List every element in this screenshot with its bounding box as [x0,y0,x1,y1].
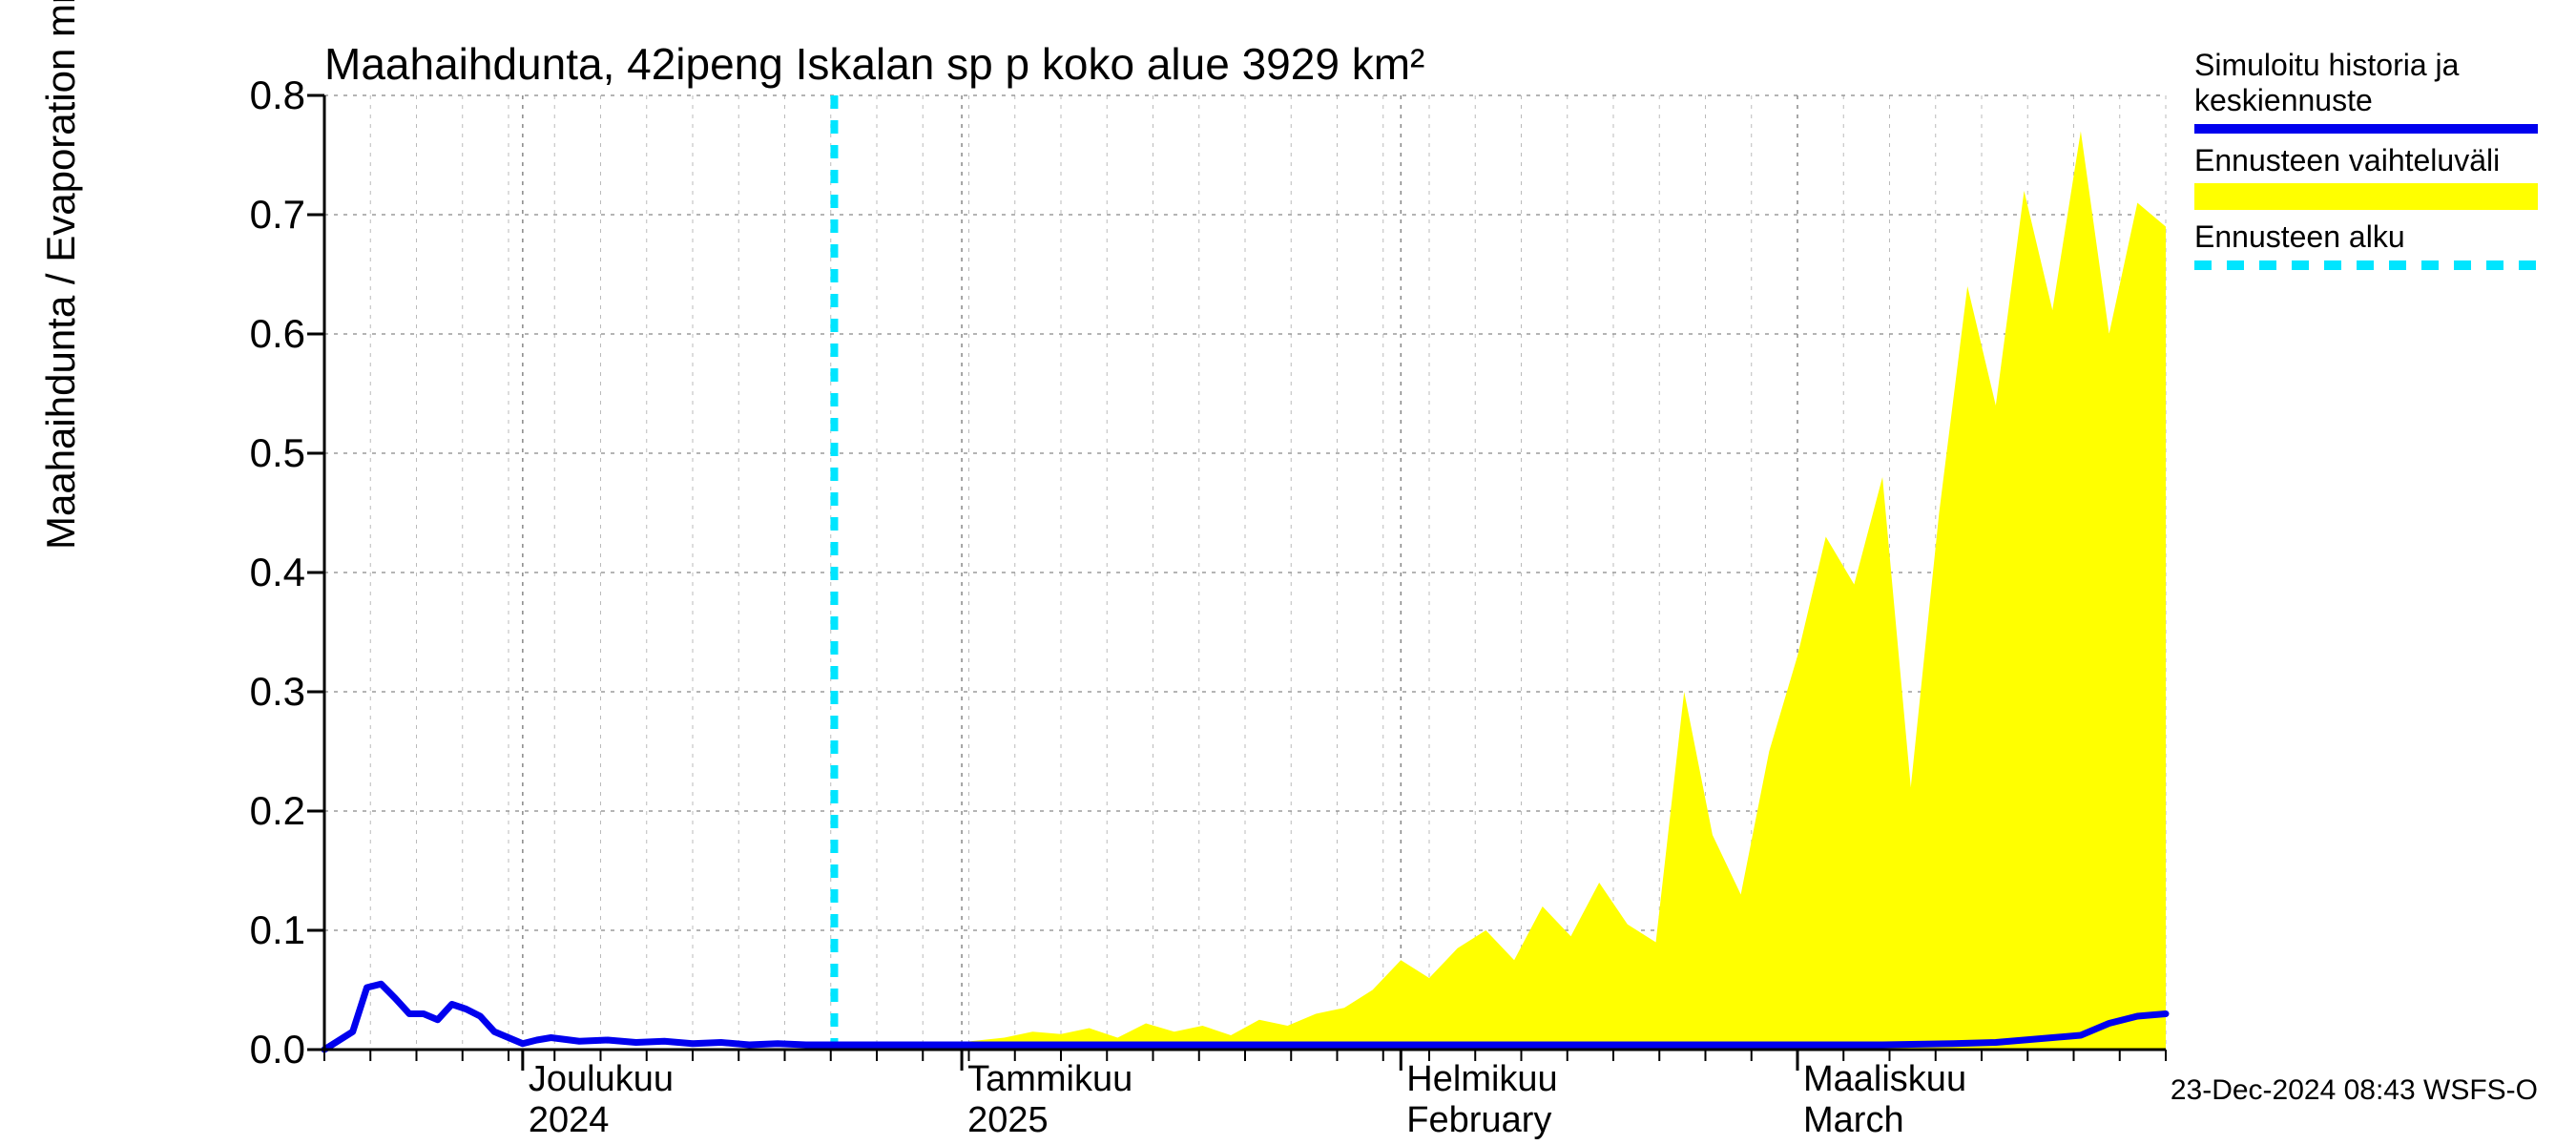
y-tick-label: 0.6 [191,311,305,357]
plot-svg [324,95,2166,1050]
y-tick-label: 0.1 [191,907,305,953]
legend-label-history: Simuloitu historia ja keskiennuste [2194,48,2576,118]
chart-title: Maahaihdunta, 42ipeng Iskalan sp p koko … [324,38,1424,90]
y-tick-label: 0.8 [191,73,305,118]
x-tick-label: Tammikuu 2025 [967,1059,1132,1141]
y-tick-label: 0.7 [191,192,305,238]
y-tick-label: 0.3 [191,669,305,715]
chart-root: Maahaihdunta, 42ipeng Iskalan sp p koko … [0,0,2576,1145]
x-tick-label: Maaliskuu March [1803,1059,1966,1141]
x-tick-label: Joulukuu 2024 [529,1059,674,1141]
legend-entry-history: Simuloitu historia ja keskiennuste [2194,48,2576,134]
plot-area [324,95,2166,1050]
footer-timestamp: 23-Dec-2024 08:43 WSFS-O [2171,1074,2538,1107]
legend-label-band: Ennusteen vaihteluväli [2194,143,2576,178]
y-axis-label: Maahaihdunta / Evaporation mm/d [38,0,84,550]
x-tick-label: Helmikuu February [1406,1059,1557,1141]
legend-entry-forecast-start: Ennusteen alku [2194,219,2576,270]
y-tick-label: 0.4 [191,550,305,595]
y-tick-label: 0.2 [191,788,305,834]
y-tick-label: 0.5 [191,430,305,476]
legend-swatch-band [2194,183,2538,210]
legend-swatch-forecast-start [2194,260,2538,270]
legend-label-forecast-start: Ennusteen alku [2194,219,2576,255]
y-tick-label: 0.0 [191,1027,305,1072]
legend: Simuloitu historia ja keskiennuste Ennus… [2194,48,2576,280]
legend-entry-band: Ennusteen vaihteluväli [2194,143,2576,211]
legend-swatch-history [2194,124,2538,134]
